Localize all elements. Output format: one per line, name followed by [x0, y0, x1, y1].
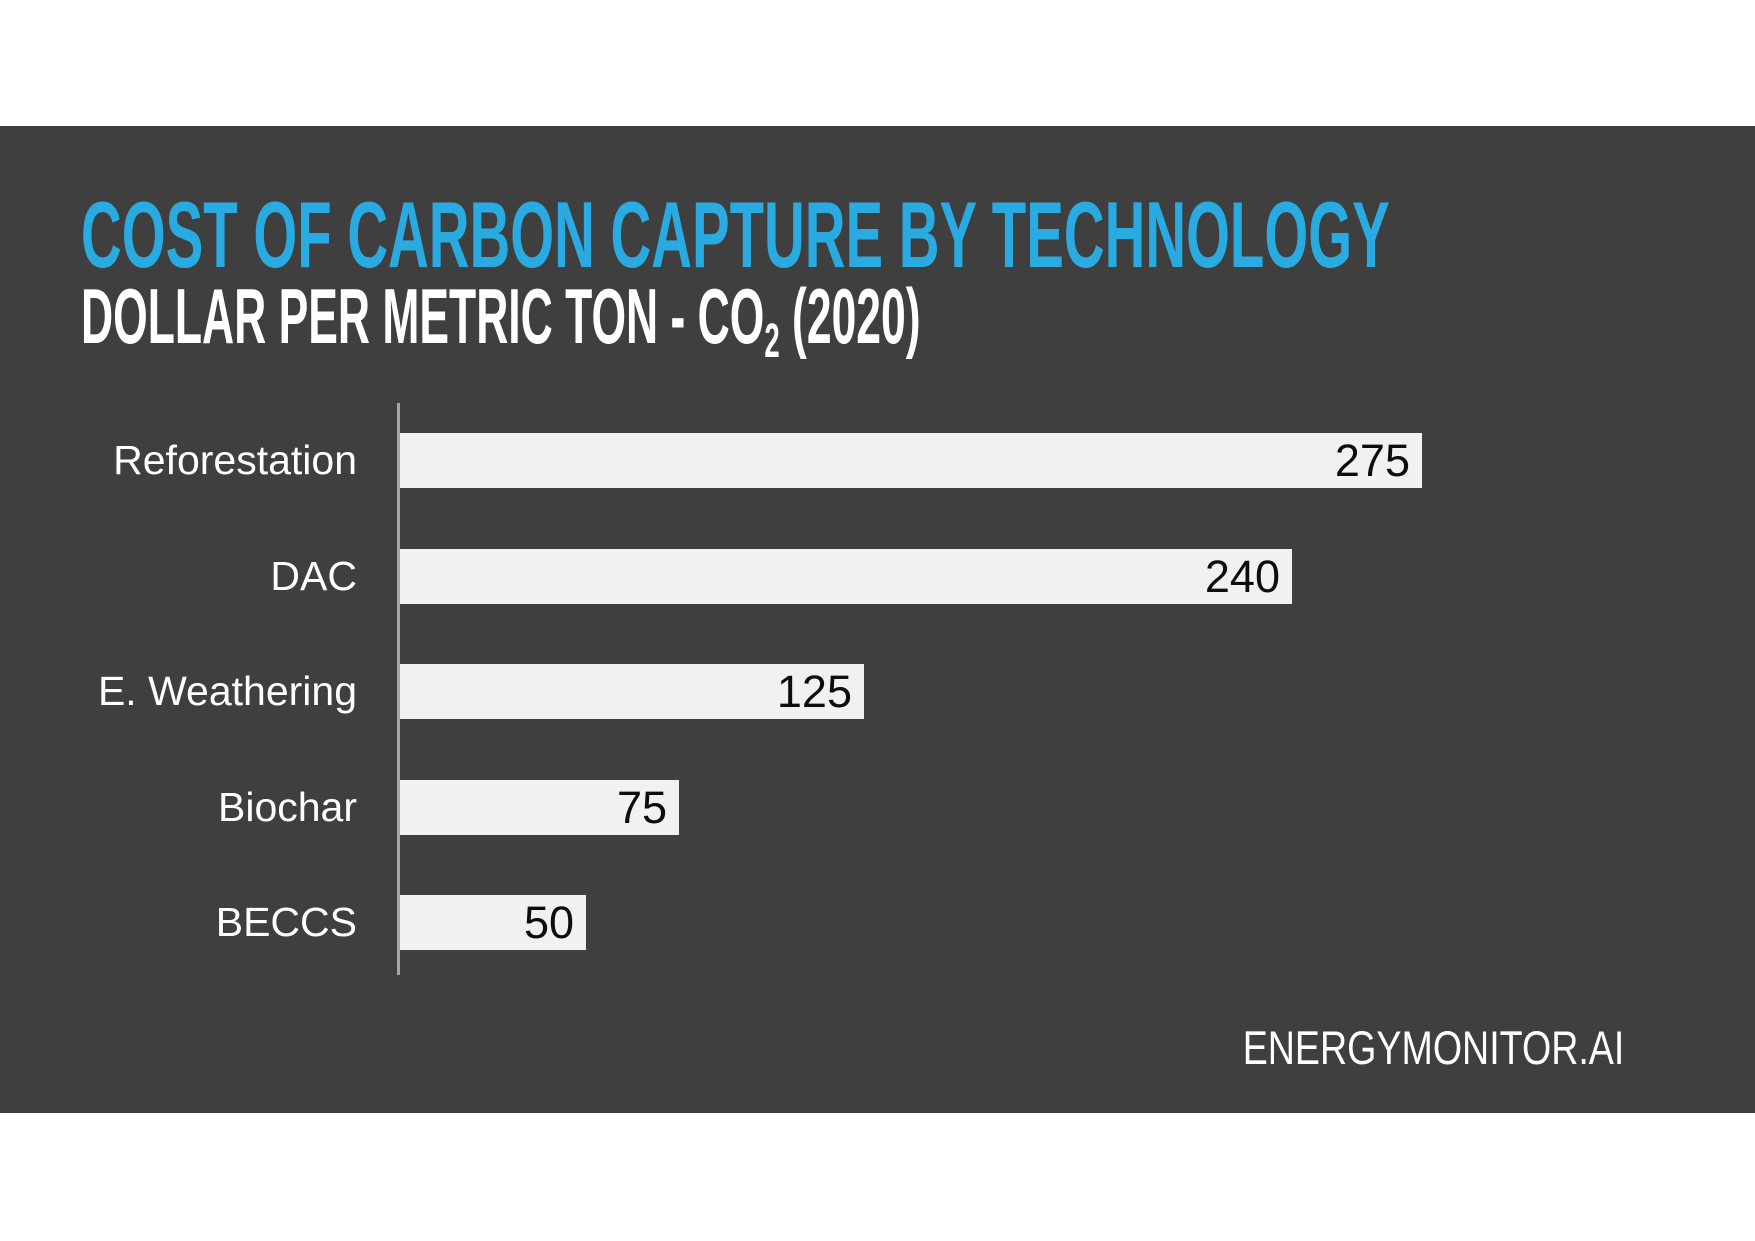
subtitle-subscript: 2 [764, 313, 780, 368]
value-label-reforestation: 275 [1334, 435, 1410, 486]
source-text: ENERGYMONITOR.AI [1243, 1021, 1625, 1074]
category-label-beccs: BECCS [215, 899, 357, 945]
bar-e-weathering: 125 [400, 664, 864, 719]
slide-background: COST OF CARBON CAPTURE BY TECHNOLOGY DOL… [0, 126, 1755, 1113]
bar-reforestation: 275 [400, 433, 1422, 488]
value-label-beccs: 50 [523, 897, 574, 948]
category-label-reforestation: Reforestation [113, 437, 357, 483]
chart-subtitle: DOLLAR PER METRIC TON - CO2 (2020) [81, 277, 921, 365]
bar-dac: 240 [400, 549, 1292, 604]
value-label-biochar: 75 [616, 782, 667, 833]
bar-beccs: 50 [400, 895, 586, 950]
subtitle-suffix: (2020) [779, 272, 921, 360]
value-label-dac: 240 [1204, 551, 1280, 602]
subtitle-text: DOLLAR PER METRIC TON - CO [81, 272, 765, 360]
value-label-e-weathering: 125 [776, 666, 852, 717]
bar-chart: Reforestation 275 DAC 240 E. Weathering 125 Bi… [0, 126, 1755, 1113]
bar-biochar: 75 [400, 780, 679, 835]
y-axis-line [397, 403, 400, 975]
category-label-biochar: Biochar [217, 784, 357, 830]
source-attribution: ENERGYMONITOR.AI [1134, 1022, 1734, 1074]
category-label-e-weathering: E. Weathering [97, 668, 357, 714]
chart-title: COST OF CARBON CAPTURE BY TECHNOLOGY [81, 182, 1390, 287]
category-label-dac: DAC [270, 553, 357, 599]
